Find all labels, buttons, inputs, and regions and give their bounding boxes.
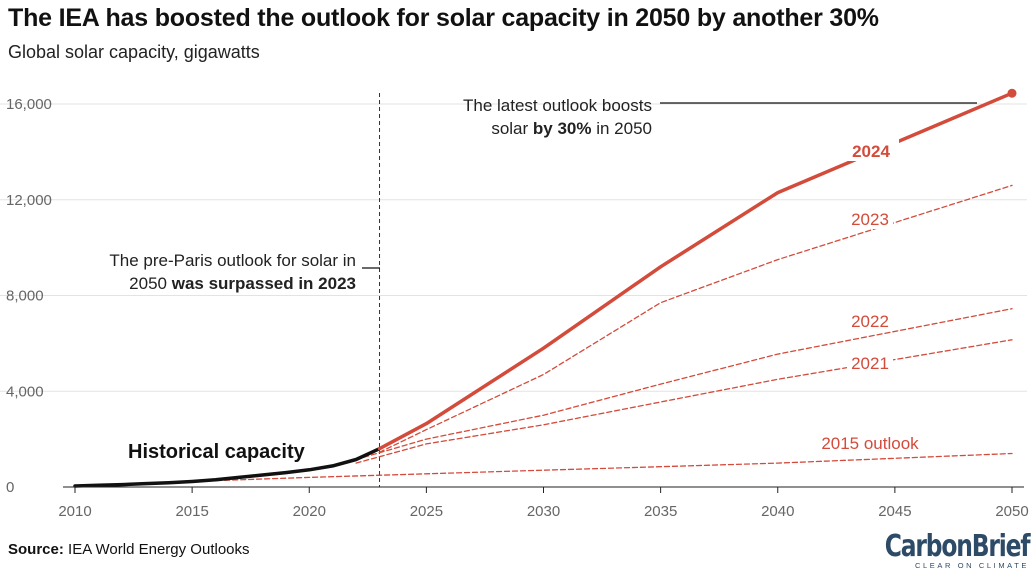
series-label-bg — [847, 312, 893, 331]
series-endpoint-2024 — [1007, 88, 1017, 98]
series-lines — [73, 88, 1017, 488]
series-line-2015-outlook — [168, 452, 1013, 483]
x-tick-label: 2010 — [58, 503, 91, 520]
series-line-2024 — [377, 91, 1014, 451]
series-label-2021: 2021 — [851, 354, 889, 373]
series-line-2022 — [355, 308, 1013, 461]
chart-subtitle: Global solar capacity, gigawatts — [8, 42, 260, 62]
x-tick-label: 2030 — [527, 503, 560, 520]
x-tick-label: 2050 — [995, 503, 1028, 520]
logo-tagline: CLEAR ON CLIMATE — [915, 561, 1029, 570]
chart-title: The IEA has boosted the outlook for sola… — [8, 4, 879, 32]
historical-capacity-label: Historical capacity — [128, 441, 306, 463]
series-line-2023 — [378, 184, 1013, 453]
x-tick-label: 2035 — [644, 503, 677, 520]
y-tick-label: 0 — [6, 479, 14, 496]
carbonbrief-logo: CarbonBrief CLEAR ON CLIMATE — [844, 529, 1030, 571]
x-axis-ticks: 2010 2015 2020 2025 2030 2035 2040 2045 2050 — [58, 487, 1029, 520]
series-label-2024: 2024 — [852, 142, 890, 161]
x-tick-label: 2015 — [175, 503, 208, 520]
series-line-2021 — [355, 339, 1013, 464]
series-label-bg — [847, 354, 893, 373]
pre-paris-annotation-line1: The pre-Paris outlook for solar in — [109, 251, 356, 270]
x-tick-label: 2025 — [410, 503, 443, 520]
series-label-2015-outlook: 2015 outlook — [821, 434, 919, 453]
y-tick-label: 12,000 — [6, 192, 52, 209]
series-label-bg — [843, 138, 899, 161]
x-tick-label: 2020 — [293, 503, 326, 520]
pre-paris-annotation-line2: 2050 was surpassed in 2023 — [129, 274, 356, 293]
latest-outlook-annotation-line2: solar by 30% in 2050 — [491, 119, 652, 138]
y-tick-label: 4,000 — [6, 383, 44, 400]
x-tick-label: 2045 — [878, 503, 911, 520]
series-labels: 2024 2023 2022 2021 2015 outlook — [809, 138, 931, 453]
series-line-historical-capacity — [73, 446, 382, 488]
y-tick-label: 8,000 — [6, 288, 44, 305]
source-note: Source: IEA World Energy Outlooks — [8, 541, 250, 558]
grid-lines — [0, 103, 1027, 392]
latest-outlook-annotation-line1: The latest outlook boosts — [463, 96, 652, 115]
series-label-2022: 2022 — [851, 312, 889, 331]
series-label-2023: 2023 — [851, 210, 889, 229]
y-axis-ticks: 0 4,000 8,000 12,000 16,000 — [6, 96, 52, 496]
logo-wordmark: CarbonBrief — [884, 529, 1030, 564]
y-tick-label: 16,000 — [6, 96, 52, 113]
series-label-bg — [809, 434, 931, 453]
series-label-bg — [847, 210, 893, 229]
x-tick-label: 2040 — [761, 503, 794, 520]
